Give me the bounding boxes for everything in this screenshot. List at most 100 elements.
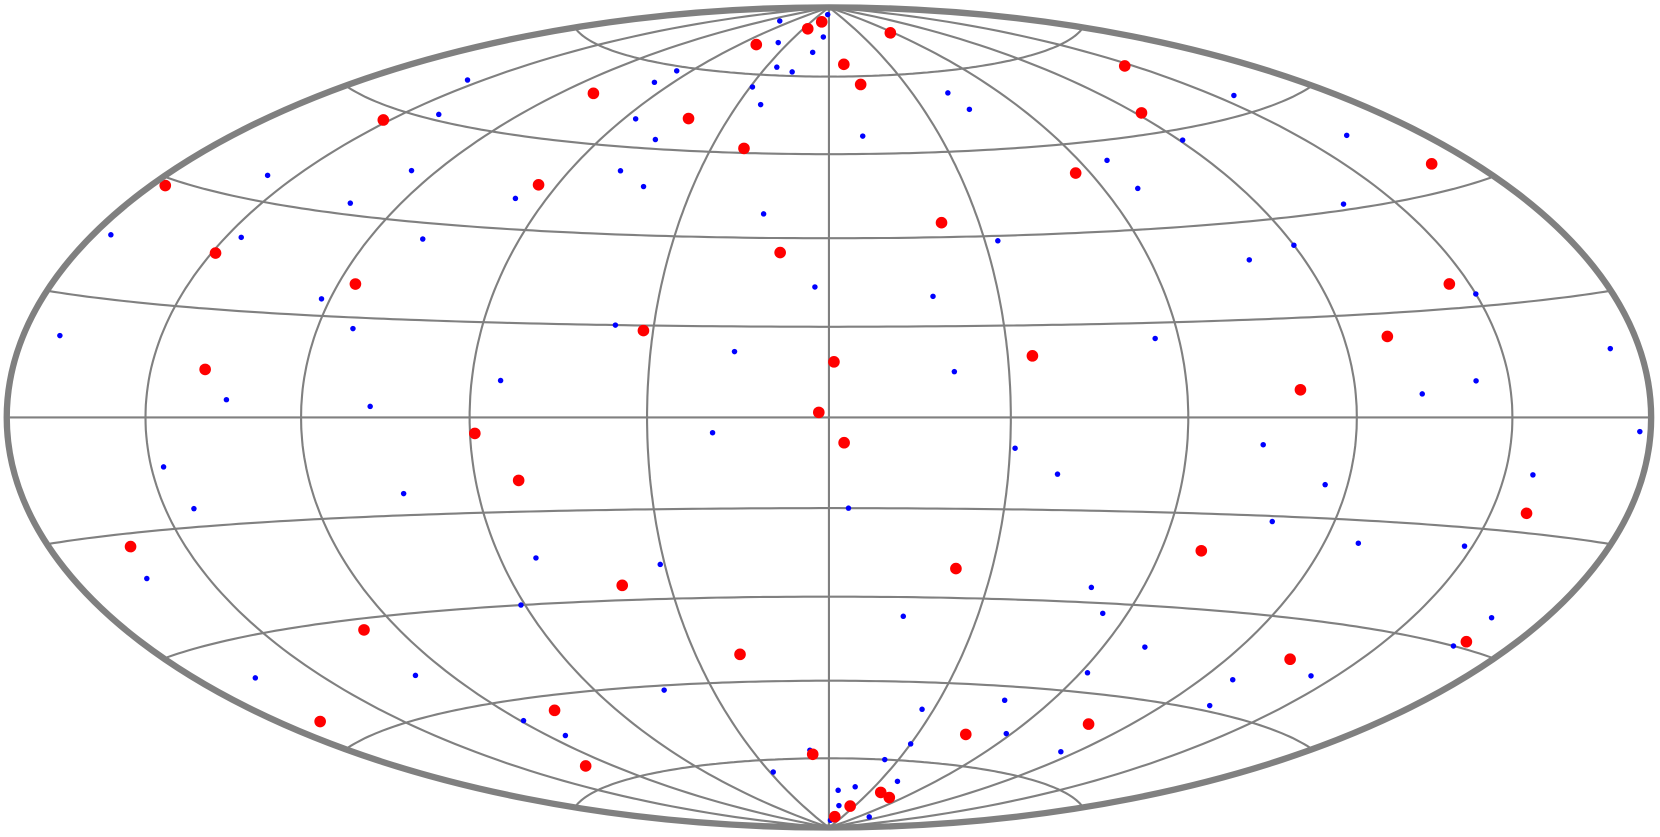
point	[1152, 335, 1158, 342]
point	[874, 786, 887, 799]
point	[518, 602, 524, 608]
point	[1104, 157, 1110, 164]
point	[709, 429, 716, 436]
point	[209, 247, 222, 259]
point	[1340, 201, 1347, 207]
meridian	[468, 6, 830, 829]
point	[838, 58, 850, 71]
point	[1355, 540, 1362, 546]
point	[1135, 185, 1141, 192]
point	[469, 427, 481, 440]
point	[377, 114, 390, 126]
point	[1260, 441, 1266, 448]
point	[617, 168, 624, 174]
point	[945, 90, 951, 96]
point	[1206, 702, 1213, 709]
point	[750, 38, 763, 51]
point	[1195, 544, 1208, 557]
point	[950, 562, 962, 575]
point	[900, 613, 907, 620]
point	[367, 403, 373, 410]
point	[512, 195, 519, 202]
point	[548, 704, 561, 717]
point	[1269, 518, 1276, 525]
point	[1012, 445, 1018, 451]
point	[731, 348, 738, 355]
point	[350, 325, 356, 332]
frame	[3, 4, 1655, 831]
point	[844, 800, 856, 812]
point	[883, 791, 896, 804]
point	[935, 216, 948, 229]
point	[199, 363, 211, 376]
point	[1291, 242, 1297, 248]
point	[852, 784, 858, 790]
point	[651, 79, 658, 86]
point	[919, 706, 925, 713]
point	[951, 368, 958, 375]
point	[144, 575, 150, 582]
point	[616, 579, 629, 592]
point	[734, 648, 746, 661]
point	[1058, 748, 1064, 755]
point	[408, 167, 415, 174]
point	[1381, 330, 1394, 343]
point	[1026, 350, 1039, 362]
point	[1607, 345, 1614, 352]
point	[160, 464, 167, 470]
point	[820, 34, 827, 40]
point	[1461, 543, 1468, 549]
point	[318, 296, 325, 302]
point	[828, 810, 841, 823]
point	[520, 717, 527, 724]
point	[587, 87, 600, 100]
point	[358, 624, 370, 636]
point	[1294, 383, 1307, 396]
point	[775, 39, 781, 46]
point	[1322, 481, 1328, 488]
point	[894, 778, 901, 785]
point	[1530, 472, 1536, 478]
point	[770, 769, 776, 775]
point	[884, 27, 897, 39]
point	[159, 179, 172, 192]
point	[1473, 378, 1479, 384]
point	[1229, 676, 1236, 683]
point	[1450, 643, 1457, 649]
point	[632, 116, 639, 122]
point	[464, 77, 471, 83]
point	[859, 133, 866, 139]
point	[640, 183, 647, 190]
point	[637, 324, 650, 337]
point	[1003, 730, 1010, 737]
point	[1118, 60, 1131, 72]
point	[57, 332, 63, 339]
point	[1473, 291, 1479, 297]
point	[238, 234, 244, 241]
point	[191, 505, 197, 512]
point	[824, 11, 831, 18]
point	[777, 18, 783, 24]
point	[838, 436, 850, 449]
point	[815, 16, 828, 28]
point	[657, 561, 663, 568]
point	[1284, 653, 1296, 666]
point	[1088, 584, 1095, 591]
point	[812, 284, 818, 290]
point	[314, 715, 326, 728]
point	[1343, 132, 1350, 139]
point	[612, 322, 619, 328]
meridian	[646, 6, 830, 829]
point	[966, 106, 973, 113]
point	[349, 278, 362, 290]
meridian	[300, 6, 830, 829]
point	[749, 84, 756, 90]
point	[738, 142, 750, 155]
point	[1425, 158, 1438, 170]
point	[907, 741, 914, 747]
point	[836, 802, 842, 809]
point	[1082, 718, 1095, 730]
point	[420, 236, 426, 242]
